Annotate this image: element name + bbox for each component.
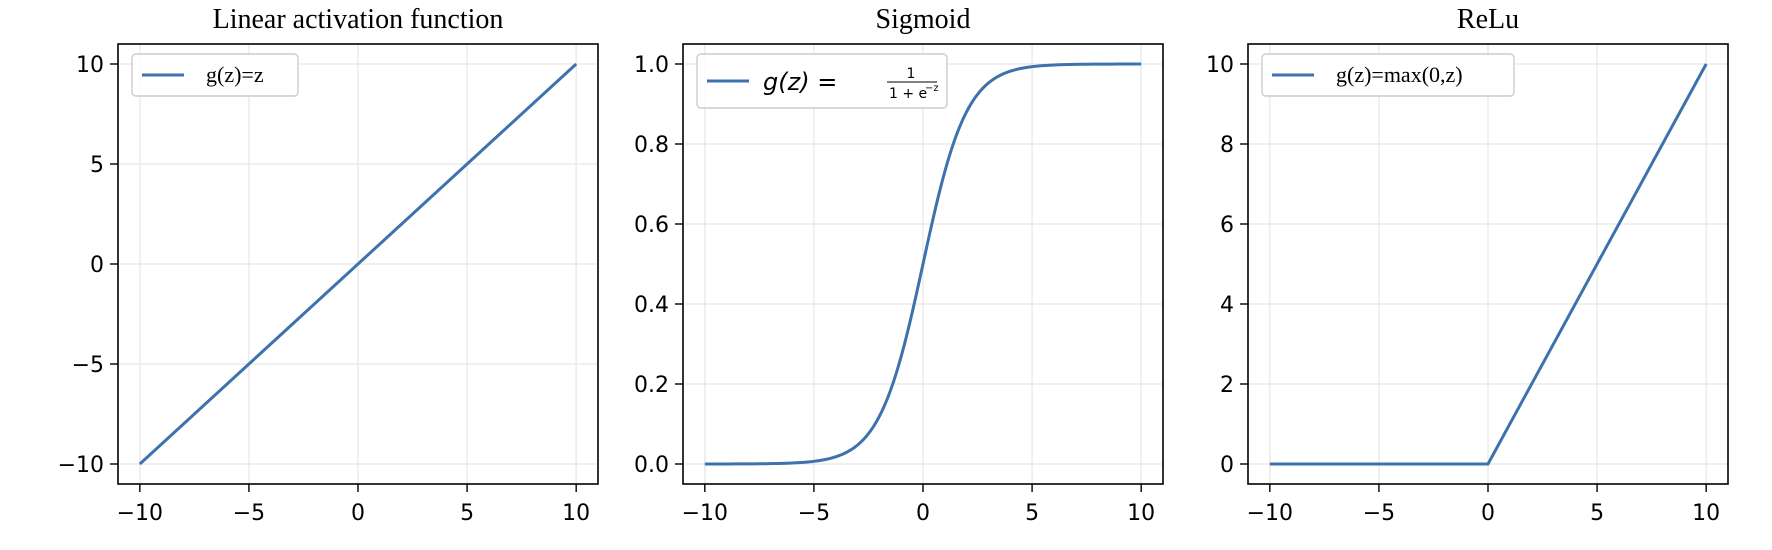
legend: g(z) = 1 1 + e−z bbox=[696, 53, 948, 109]
legend-box bbox=[696, 53, 948, 109]
chart-title: Sigmoid bbox=[876, 4, 971, 35]
y-tick-label: 1.0 bbox=[634, 53, 669, 78]
y-tick-label: 0 bbox=[90, 253, 104, 278]
x-tick-label: −5 bbox=[233, 501, 265, 526]
x-tick-label: 10 bbox=[1692, 501, 1720, 526]
legend-box bbox=[1261, 53, 1515, 97]
x-tick-label: −10 bbox=[682, 501, 728, 526]
y-tick-label: 10 bbox=[1206, 53, 1234, 78]
x-tick-label: 10 bbox=[562, 501, 590, 526]
y-tick-label: −5 bbox=[72, 353, 104, 378]
y-tick-label: 8 bbox=[1220, 133, 1234, 158]
y-tick-label: 4 bbox=[1220, 293, 1234, 318]
x-tick-label: 5 bbox=[1025, 501, 1039, 526]
legend: g(z)=max(0,z) bbox=[1261, 53, 1515, 97]
y-tick-label: 2 bbox=[1220, 373, 1234, 398]
legend-fraction-denominator: 1 + e bbox=[889, 86, 927, 102]
chart-panel-2: −10 −5 0 5 10 0.0 0.2 0.4 0.6 0.8 1.0 Sigmoid g(z) =… bbox=[634, 4, 1164, 526]
series-line bbox=[138, 62, 578, 466]
y-tick-label: 0.4 bbox=[634, 293, 669, 318]
x-tick-label: 0 bbox=[916, 501, 930, 526]
series-line bbox=[1269, 63, 1708, 466]
x-tick-label: 5 bbox=[460, 501, 474, 526]
legend: g(z)=z bbox=[131, 53, 299, 97]
chart-panel-3: −10 −5 0 5 10 0 2 4 6 8 10 ReLu g(z)=max(0,z) bbox=[1206, 4, 1729, 526]
chart-title: Linear activation function bbox=[213, 4, 504, 35]
x-tick-label: −10 bbox=[117, 501, 163, 526]
y-tick-label: 6 bbox=[1220, 213, 1234, 238]
y-tick-label: 0.6 bbox=[634, 213, 669, 238]
x-tick-label: 0 bbox=[1481, 501, 1495, 526]
x-tick-label: 5 bbox=[1590, 501, 1604, 526]
x-tick-label: −5 bbox=[798, 501, 830, 526]
legend-label: g(z) = bbox=[763, 68, 837, 96]
legend-fraction-exponent: −z bbox=[925, 83, 939, 94]
chart-title: ReLu bbox=[1457, 4, 1519, 35]
x-tick-label: −10 bbox=[1247, 501, 1293, 526]
y-tick-label: 10 bbox=[76, 53, 104, 78]
series-line bbox=[704, 62, 1142, 466]
legend-fraction-numerator: 1 bbox=[907, 66, 916, 82]
x-tick-label: 10 bbox=[1127, 501, 1155, 526]
y-tick-label: 0.8 bbox=[634, 133, 669, 158]
x-tick-label: 0 bbox=[351, 501, 365, 526]
y-tick-label: 5 bbox=[90, 153, 104, 178]
legend-label: g(z)=z bbox=[206, 62, 264, 87]
y-tick-label: −10 bbox=[58, 453, 104, 478]
chart-panel-1: −10 −5 0 5 10 −10 −5 0 5 10 Linear activation func… bbox=[58, 4, 599, 526]
y-tick-label: 0.0 bbox=[634, 453, 669, 478]
x-tick-label: −5 bbox=[1363, 501, 1395, 526]
y-tick-label: 0 bbox=[1220, 453, 1234, 478]
legend-label: g(z)=max(0,z) bbox=[1336, 62, 1463, 87]
legend-box bbox=[131, 53, 299, 97]
y-tick-label: 0.2 bbox=[634, 373, 669, 398]
